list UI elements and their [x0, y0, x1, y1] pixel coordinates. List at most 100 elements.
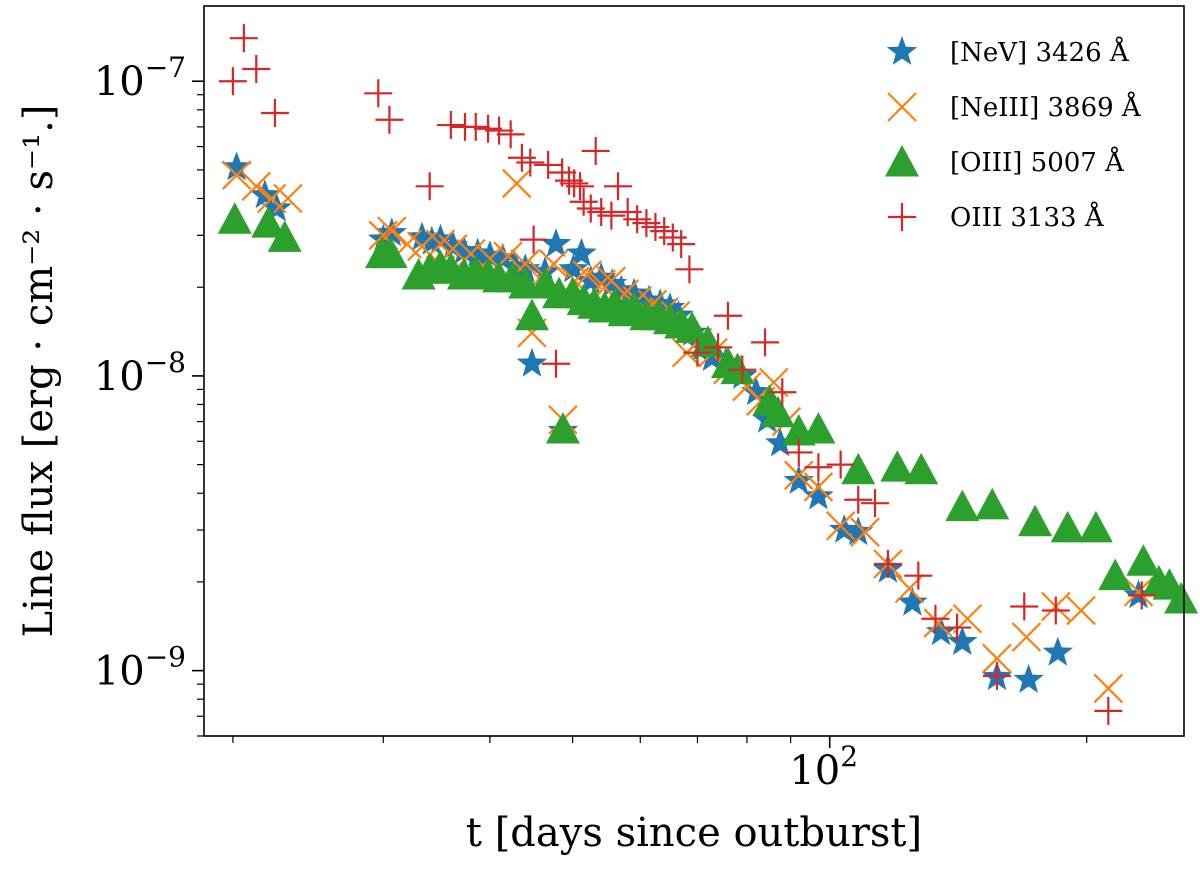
- data-point: [576, 194, 605, 223]
- data-point: [474, 114, 503, 143]
- data-point: [904, 452, 939, 485]
- data-point: [765, 427, 796, 457]
- data-point: [415, 172, 444, 201]
- data-point: [569, 187, 598, 216]
- data-point: [516, 148, 545, 177]
- data-point: [975, 487, 1010, 520]
- data-point: [554, 166, 583, 195]
- data-point: [1041, 596, 1070, 625]
- data-point: [560, 169, 589, 198]
- y-axis-ticks: 10−9 10−8 10−7: [94, 51, 204, 737]
- data-point: [501, 168, 532, 199]
- data-point: [485, 116, 514, 145]
- data-point: [861, 489, 890, 518]
- data-point: [897, 586, 928, 616]
- data-point: [1093, 673, 1124, 704]
- data-point: [540, 228, 572, 258]
- data-point: [516, 347, 548, 377]
- x-axis-title: t [days since outburst]: [466, 810, 922, 856]
- legend-label: [NeIII] 3869 Å: [950, 91, 1142, 123]
- data-point: [1011, 622, 1042, 652]
- data-point: [982, 643, 1012, 674]
- data-point: [364, 79, 393, 108]
- data-point: [437, 230, 469, 260]
- data-point: [841, 452, 876, 485]
- data-point: [603, 172, 632, 201]
- data-point: [921, 604, 950, 633]
- data-point: [572, 260, 602, 290]
- data-point: [761, 395, 796, 428]
- data-point: [514, 298, 549, 331]
- data-point: [221, 151, 252, 181]
- data-point: [229, 24, 258, 53]
- data-point: [943, 613, 972, 642]
- series-2: [217, 202, 1199, 614]
- data-point: [241, 171, 272, 202]
- data-point: [416, 225, 448, 255]
- x-tick-label: 102: [789, 740, 858, 794]
- legend-marker: [885, 145, 919, 177]
- x-axis-ticks: 102: [232, 736, 1088, 794]
- data-point: [713, 301, 742, 330]
- data-point: [784, 438, 813, 467]
- data-point: [425, 223, 456, 253]
- data-point: [496, 120, 525, 149]
- data-point: [675, 255, 704, 284]
- data-point: [1042, 636, 1073, 666]
- data-point: [519, 225, 548, 254]
- data-point: [1018, 504, 1053, 537]
- data-point: [541, 349, 570, 378]
- data-point: [1094, 696, 1123, 725]
- data-point: [1013, 663, 1044, 693]
- legend-marker: [888, 203, 916, 231]
- data-point: [261, 192, 292, 222]
- data-point: [850, 517, 880, 547]
- legend-marker: [886, 36, 918, 65]
- data-point: [783, 460, 814, 491]
- data-point: [548, 158, 577, 187]
- data-point: [373, 236, 408, 269]
- data-point: [461, 112, 490, 141]
- legend-label: [OIII] 5007 Å: [950, 146, 1125, 178]
- y-tick-label: 10−8: [94, 346, 186, 400]
- data-point: [545, 412, 580, 444]
- data-point: [880, 450, 915, 482]
- data-point: [406, 221, 438, 251]
- data-point: [803, 480, 834, 510]
- data-point: [803, 472, 834, 502]
- data-point: [251, 206, 286, 238]
- data-point: [507, 143, 536, 172]
- data-point: [267, 220, 302, 252]
- data-point: [1123, 577, 1154, 607]
- data-point: [704, 333, 733, 362]
- data-point: [218, 67, 247, 96]
- data-point: [1066, 595, 1096, 626]
- data-point: [534, 150, 563, 179]
- data-point: [375, 105, 404, 134]
- y-tick-label: 10−7: [94, 51, 186, 105]
- data-point: [217, 202, 252, 234]
- series-3: [218, 24, 1156, 725]
- data-point: [720, 352, 755, 385]
- data-point: [667, 230, 696, 259]
- data-point: [843, 516, 874, 546]
- data-point: [273, 183, 303, 214]
- data-point: [566, 172, 595, 201]
- data-point: [1123, 579, 1154, 609]
- data-point: [751, 328, 780, 357]
- series-1: [221, 160, 1154, 704]
- data-point: [1127, 581, 1156, 610]
- data-point: [260, 99, 289, 128]
- y-axis-title: Line flux [erg · cm⁻² · s⁻¹.]: [16, 105, 62, 638]
- data-point: [873, 550, 902, 579]
- data-point: [783, 465, 814, 494]
- data-point: [728, 355, 757, 384]
- data-point: [487, 242, 518, 272]
- data-point: [675, 311, 710, 343]
- data-point: [1126, 544, 1161, 576]
- legend-label: OIII 3133 Å: [950, 201, 1105, 233]
- data-point: [586, 262, 617, 291]
- data-point: [947, 626, 978, 655]
- data-point: [1010, 592, 1039, 621]
